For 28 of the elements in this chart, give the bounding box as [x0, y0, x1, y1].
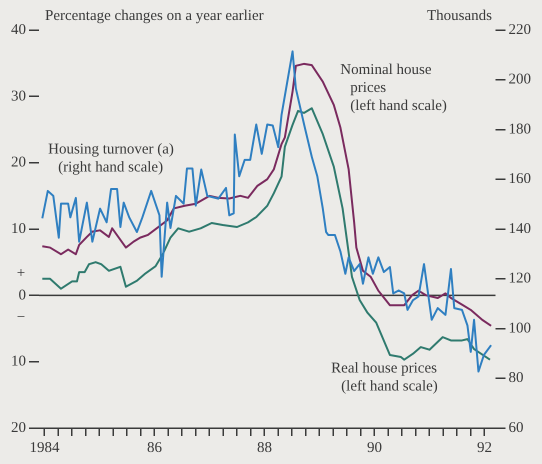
- y2-tick-label: 140: [508, 220, 531, 237]
- y-tick-label: 10: [11, 220, 26, 237]
- y2-axis-title: Thousands: [427, 8, 492, 24]
- y-tick-label: 30: [11, 88, 26, 104]
- y-tick-label: 0: [18, 287, 26, 304]
- y2-tick-label: 160: [508, 171, 531, 188]
- y-tick-label: 20: [11, 154, 26, 171]
- y2-tick-label: 60: [508, 420, 524, 436]
- chart-title: Percentage changes on a year earlier: [45, 8, 264, 24]
- x-tick-label: 88: [257, 440, 272, 456]
- x-tick-label: 86: [147, 440, 162, 456]
- y2-tick-label: 80: [508, 370, 524, 386]
- text: −: [16, 309, 26, 326]
- series-label: Nominal house prices (left hand scale): [340, 62, 447, 114]
- y-tick-label: 10: [11, 354, 26, 370]
- y2-tick-label: 100: [508, 320, 531, 336]
- x-tick-label: 1984: [30, 440, 60, 456]
- y2-tick-label: 200: [508, 72, 531, 88]
- series-label: Real house prices (left hand scale): [331, 360, 438, 394]
- y2-tick-label: 220: [508, 22, 531, 38]
- y2-tick-label: 180: [508, 121, 531, 138]
- x-tick-label: 92: [477, 440, 492, 456]
- y-tick-label: 20: [11, 420, 26, 436]
- y2-tick-label: 120: [508, 270, 531, 287]
- y-tick-label: 40: [11, 22, 26, 38]
- series-label: Housing turnover (a) (right hand scale): [48, 141, 174, 176]
- x-tick-label: 90: [367, 440, 382, 456]
- text: +: [16, 265, 26, 282]
